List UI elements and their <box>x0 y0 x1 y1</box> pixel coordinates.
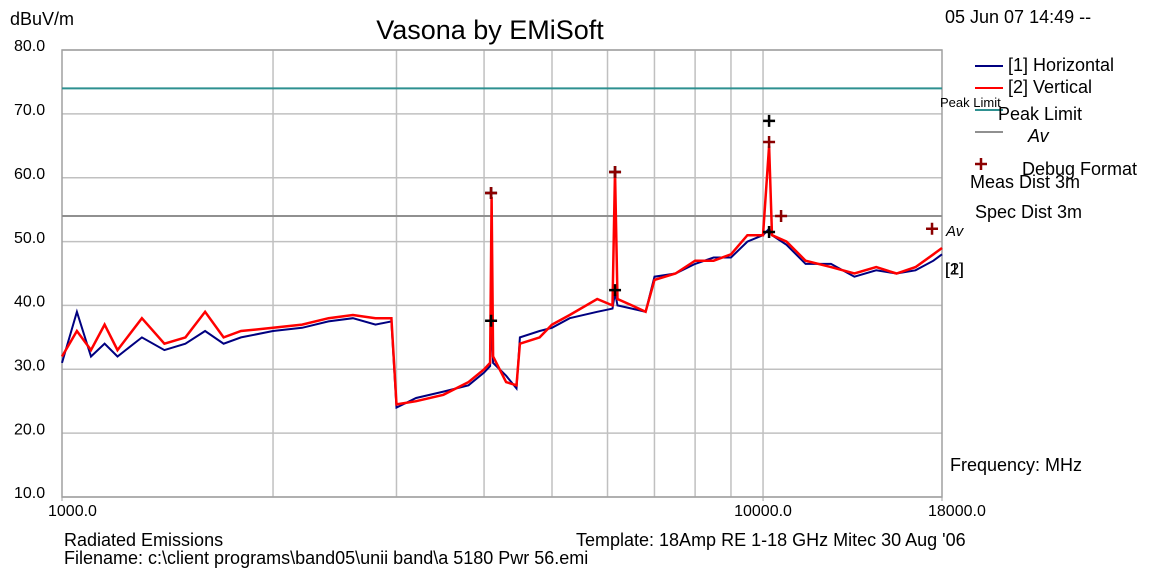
legend-swatch <box>975 158 987 170</box>
limit-end-label: Peak Limit <box>940 95 1001 110</box>
peak-marker <box>485 187 498 200</box>
footer-title: Radiated Emissions <box>64 530 223 550</box>
y-tick-label: 30.0 <box>14 358 45 375</box>
footer-filename: Filename: c:\client programs\band05\unii… <box>64 548 588 568</box>
y-tick-label: 70.0 <box>14 102 45 119</box>
y-tick-label: 50.0 <box>14 230 45 247</box>
legend-label: [2] Vertical <box>1008 77 1092 97</box>
legend-label: Debug Format <box>1022 159 1137 179</box>
series-line <box>60 145 943 406</box>
chart-title: Vasona by EMiSoft <box>376 15 604 45</box>
y-axis-label: dBuV/m <box>10 9 74 29</box>
peak-marker <box>763 135 776 148</box>
limit-end-label: Av <box>945 223 965 240</box>
series-end-label: [2] <box>945 259 964 278</box>
peak-marker <box>926 222 939 235</box>
legend-label: Peak Limit <box>998 104 1082 124</box>
y-tick-label: 10.0 <box>14 485 45 502</box>
info-text: Meas Dist 3m <box>970 172 1080 192</box>
x-tick-label: 1000.0 <box>48 503 97 520</box>
legend-label: [1] Horizontal <box>1008 55 1114 75</box>
series-end-label: [1] <box>945 259 964 278</box>
date: 05 Jun 07 14:49 -- <box>945 7 1091 27</box>
info-text: Spec Dist 3m <box>975 202 1082 222</box>
peak-marker <box>763 114 776 127</box>
x-tick-label: 10000.0 <box>734 503 792 520</box>
peak-marker <box>763 225 776 238</box>
peak-marker <box>609 165 622 178</box>
x-tick-label: 18000.0 <box>928 503 986 520</box>
y-tick-label: 80.0 <box>14 38 45 55</box>
peak-marker <box>609 284 622 297</box>
y-tick-label: 20.0 <box>14 421 45 438</box>
peak-marker <box>485 314 498 327</box>
footer-template: Template: 18Amp RE 1-18 GHz Mitec 30 Aug… <box>576 530 966 550</box>
plot-border <box>61 49 943 498</box>
x-axis-label: Frequency: MHz <box>950 455 1082 475</box>
y-tick-label: 60.0 <box>14 166 45 183</box>
y-tick-label: 40.0 <box>14 294 45 311</box>
legend-label: Av <box>1027 126 1050 146</box>
peak-marker <box>775 210 788 223</box>
